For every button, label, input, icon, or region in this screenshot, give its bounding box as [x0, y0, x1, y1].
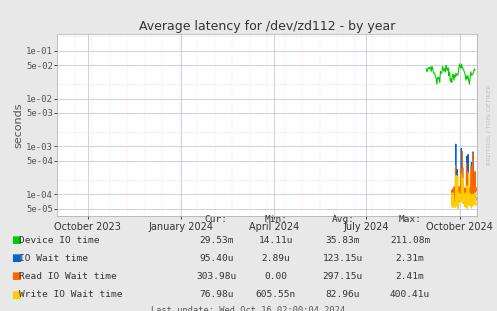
Text: 82.96u: 82.96u — [326, 290, 360, 299]
Text: ■: ■ — [11, 253, 21, 263]
Text: 605.55n: 605.55n — [256, 290, 296, 299]
Text: Max:: Max: — [399, 215, 421, 224]
Text: Last update: Wed Oct 16 02:00:04 2024: Last update: Wed Oct 16 02:00:04 2024 — [152, 305, 345, 311]
Text: 2.89u: 2.89u — [261, 254, 290, 263]
Text: 76.98u: 76.98u — [199, 290, 234, 299]
Text: Min:: Min: — [264, 215, 287, 224]
Text: Read IO Wait time: Read IO Wait time — [19, 272, 117, 281]
Text: 29.53m: 29.53m — [199, 236, 234, 245]
Text: 211.08m: 211.08m — [390, 236, 430, 245]
Text: Write IO Wait time: Write IO Wait time — [19, 290, 122, 299]
Text: IO Wait time: IO Wait time — [19, 254, 88, 263]
Text: 95.40u: 95.40u — [199, 254, 234, 263]
Text: 303.98u: 303.98u — [196, 272, 236, 281]
Text: 123.15u: 123.15u — [323, 254, 363, 263]
Text: ■: ■ — [11, 290, 21, 299]
Text: Avg:: Avg: — [331, 215, 354, 224]
Text: ■: ■ — [11, 235, 21, 245]
Text: 400.41u: 400.41u — [390, 290, 430, 299]
Title: Average latency for /dev/zd112 - by year: Average latency for /dev/zd112 - by year — [139, 20, 395, 33]
Text: 297.15u: 297.15u — [323, 272, 363, 281]
Text: Device IO time: Device IO time — [19, 236, 99, 245]
Text: 0.00: 0.00 — [264, 272, 287, 281]
Text: ■: ■ — [11, 272, 21, 281]
Text: 2.31m: 2.31m — [396, 254, 424, 263]
Text: 35.83m: 35.83m — [326, 236, 360, 245]
Text: RRDTOOL / TOBI OETIKER: RRDTOOL / TOBI OETIKER — [486, 84, 491, 165]
Text: Cur:: Cur: — [205, 215, 228, 224]
Text: 2.41m: 2.41m — [396, 272, 424, 281]
Text: 14.11u: 14.11u — [258, 236, 293, 245]
Y-axis label: seconds: seconds — [13, 102, 23, 148]
